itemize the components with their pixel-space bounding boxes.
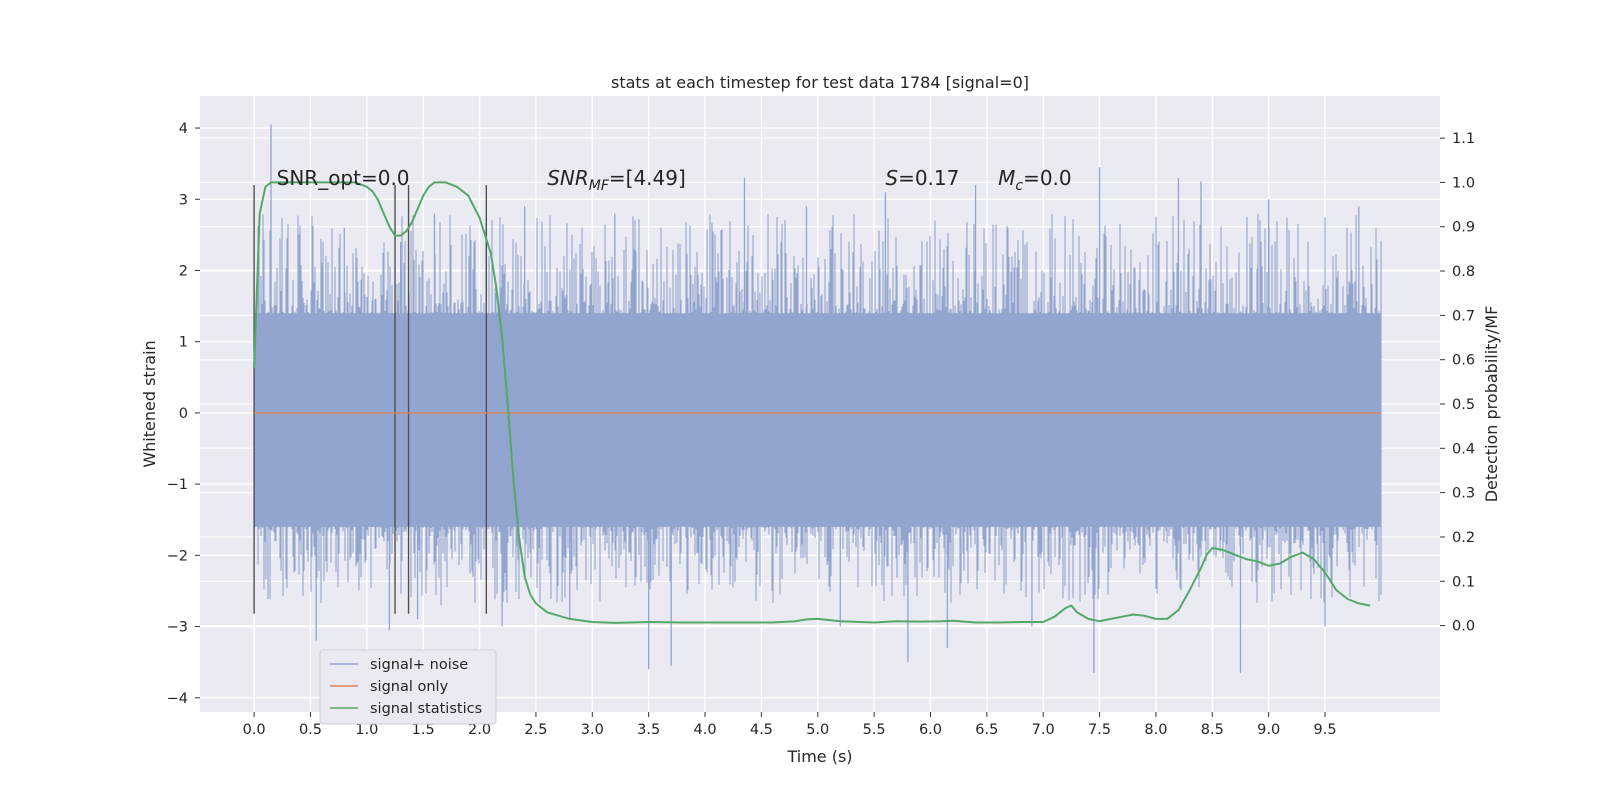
- y-tick-label: −2: [167, 548, 188, 564]
- annotation: SNRMF=[4.49]: [547, 166, 686, 194]
- x-tick-label: 8.0: [1144, 722, 1167, 738]
- legend-entry-signal-noise: signal+ noise: [370, 657, 468, 673]
- x-tick-label: 7.0: [1032, 722, 1055, 738]
- y-right-tick-label: 0.2: [1452, 530, 1475, 546]
- y-tick-label: 0: [179, 406, 188, 422]
- annotation: SNR_opt=0.0: [277, 166, 410, 190]
- y-tick-label: −1: [167, 477, 188, 493]
- y-axis-label-right: Detection probability/MF: [1482, 306, 1501, 503]
- signal-statistics-line: [253, 181, 1371, 624]
- y-right-tick-label: 0.4: [1452, 441, 1475, 457]
- legend-entry-signal-only: signal only: [370, 679, 449, 695]
- x-tick-label: 9.0: [1257, 722, 1280, 738]
- y-axis-label: Whitened strain: [140, 340, 159, 467]
- legend: signal+ noise signal only signal statist…: [319, 649, 497, 725]
- y-right-tick-label: 0.3: [1452, 486, 1475, 502]
- y-tick-label: 1: [179, 335, 188, 351]
- x-tick-label: 3.0: [581, 722, 604, 738]
- y-tick-label: 3: [179, 192, 188, 208]
- x-tick-label: 2.0: [468, 722, 491, 738]
- y-tick-label: −3: [167, 620, 188, 636]
- x-tick-label: 3.5: [637, 722, 660, 738]
- y-right-tick-label: 1.0: [1452, 175, 1475, 191]
- y-right-tick-label: 0.9: [1452, 220, 1475, 236]
- x-tick-label: 5.0: [806, 722, 829, 738]
- y-right-tick-label: 0.6: [1452, 353, 1475, 369]
- x-tick-label: 0.5: [299, 722, 322, 738]
- x-tick-label: 9.5: [1313, 722, 1336, 738]
- y-right-tick-label: 1.1: [1452, 131, 1475, 147]
- legend-entry-signal-statistics: signal statistics: [370, 701, 482, 717]
- legend-box: [319, 649, 497, 725]
- y-tick-label: −4: [167, 691, 188, 707]
- x-tick-label: 7.5: [1088, 722, 1111, 738]
- x-tick-label: 8.5: [1201, 722, 1224, 738]
- x-tick-label: 0.0: [243, 722, 266, 738]
- series-lines: [253, 181, 1382, 624]
- x-tick-label: 6.5: [975, 722, 998, 738]
- x-tick-label: 1.0: [355, 722, 378, 738]
- y-tick-label: 4: [179, 121, 188, 137]
- y-right-tick-label: 0.7: [1452, 308, 1475, 324]
- y-right-tick-label: 0.8: [1452, 264, 1475, 280]
- x-tick-label: 2.5: [524, 722, 547, 738]
- x-tick-label: 1.5: [412, 722, 435, 738]
- chart-title: stats at each timestep for test data 178…: [611, 73, 1029, 92]
- annotation: Mc=0.0: [998, 166, 1072, 194]
- y-right-tick-label: 0.1: [1452, 574, 1475, 590]
- tick-labels: 0.0 0.5 1.0 1.5 2.0 2.5 3.0 3.5 4.0 4.5 5.0 5.5 6.0 6…: [167, 121, 1475, 738]
- x-tick-label: 5.5: [863, 722, 886, 738]
- y-right-tick-label: 0.5: [1452, 397, 1475, 413]
- y-right-tick-label: 0.0: [1452, 619, 1475, 635]
- vertical-markers: [253, 185, 488, 614]
- x-tick-label: 4.5: [750, 722, 773, 738]
- y-tick-label: 2: [179, 263, 188, 279]
- annotation: S=0.17: [885, 166, 959, 190]
- annotations: SNR_opt=0.0 SNRMF=[4.49] S=0.17 Mc=0.0: [277, 166, 1072, 194]
- x-tick-label: 4.0: [693, 722, 716, 738]
- x-tick-label: 6.0: [919, 722, 942, 738]
- x-axis-label: Time (s): [786, 747, 852, 766]
- series-signal-noise: [253, 124, 1382, 673]
